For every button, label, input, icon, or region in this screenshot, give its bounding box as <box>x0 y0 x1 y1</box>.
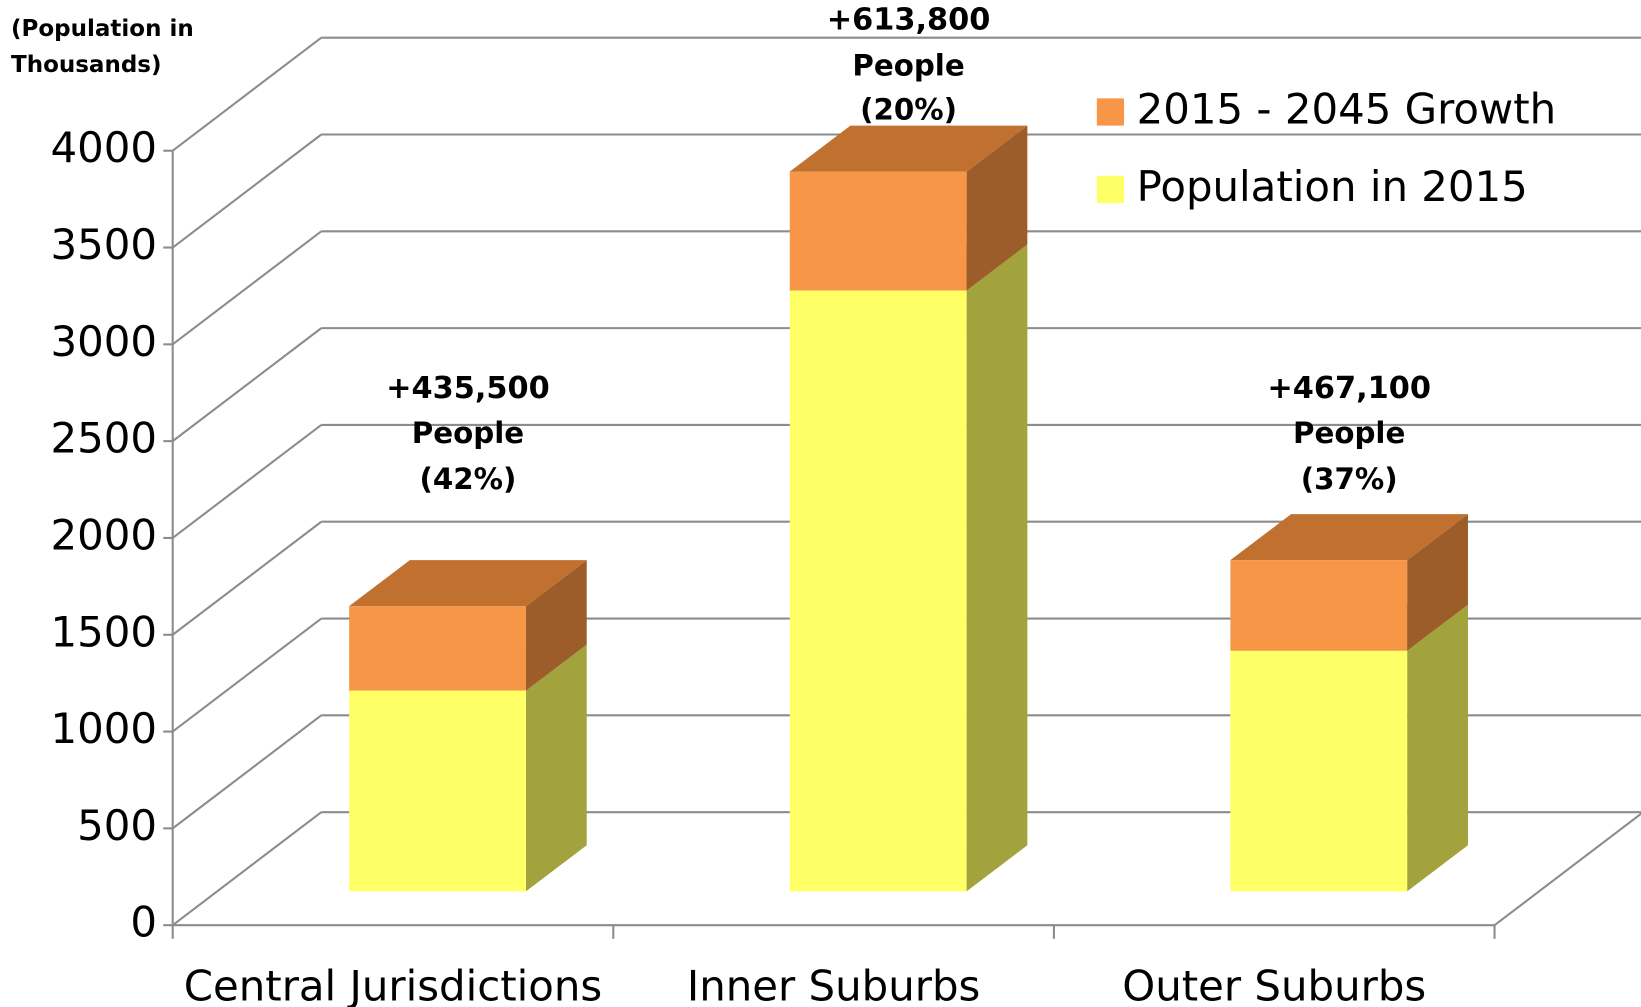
bar-side <box>966 125 1028 291</box>
bar-top <box>1230 514 1468 561</box>
bar-side <box>1407 514 1468 651</box>
legend-swatch <box>1096 175 1125 204</box>
grid-line-side <box>172 230 322 346</box>
data-label: +435,500 <box>386 371 550 406</box>
legend-label: Population in 2015 <box>1137 162 1528 211</box>
grid-line-side <box>172 327 322 442</box>
bar-side <box>966 244 1028 892</box>
floor-edge <box>1493 812 1641 927</box>
grid-line-side <box>172 36 322 152</box>
plot: 0 500 1000 1500 2000 2500 3000 3500 4000 Central … <box>50 2 1641 1007</box>
bar-segment <box>349 690 527 892</box>
x-tick-label: Inner Suburbs <box>687 962 980 1007</box>
grid-line-side <box>172 617 322 733</box>
bar-top <box>349 560 587 607</box>
y-tick-label: 2500 <box>50 414 157 463</box>
x-tick-label: Central Jurisdictions <box>184 962 602 1007</box>
legend-label: 2015 - 2045 Growth <box>1137 84 1557 133</box>
y-tick-label: 3500 <box>50 220 157 269</box>
annotation: People <box>1293 416 1405 450</box>
grid-line-side <box>172 133 322 249</box>
annotation: (20%) <box>860 92 957 126</box>
x-tick-label: Outer Suburbs <box>1122 962 1426 1007</box>
y-axis-label: (Population in Thousands) <box>11 16 194 78</box>
bar-segment <box>1230 560 1408 651</box>
bar-segment <box>789 290 967 892</box>
y-tick-label: 3000 <box>50 317 157 366</box>
legend-swatch <box>1096 98 1125 126</box>
y-tick-label: 500 <box>77 801 157 850</box>
bar-segment <box>349 606 527 691</box>
grid-line-side <box>172 714 322 830</box>
annotation: (42%) <box>419 462 516 496</box>
bar-top <box>789 125 1028 172</box>
grid-line-side <box>172 520 322 636</box>
bar-side <box>1407 604 1468 892</box>
grid-line-side <box>172 424 322 539</box>
bar-side <box>526 560 587 691</box>
grid-line-side <box>172 811 322 927</box>
data-label: +467,100 <box>1267 371 1431 406</box>
annotation: People <box>852 48 964 82</box>
data-label: +613,800 <box>827 2 991 37</box>
bar-side <box>526 644 587 892</box>
y-tick-label: 4000 <box>50 123 157 172</box>
annotation: People <box>412 416 524 450</box>
bar-segment <box>789 171 967 291</box>
annotation: (37%) <box>1301 462 1398 496</box>
y-tick-label: 1000 <box>50 704 157 753</box>
y-tick-label: 1500 <box>50 607 157 656</box>
y-tick-label: 2000 <box>50 510 157 559</box>
y-tick-label: 0 <box>130 898 157 947</box>
bar-segment <box>1230 650 1408 892</box>
